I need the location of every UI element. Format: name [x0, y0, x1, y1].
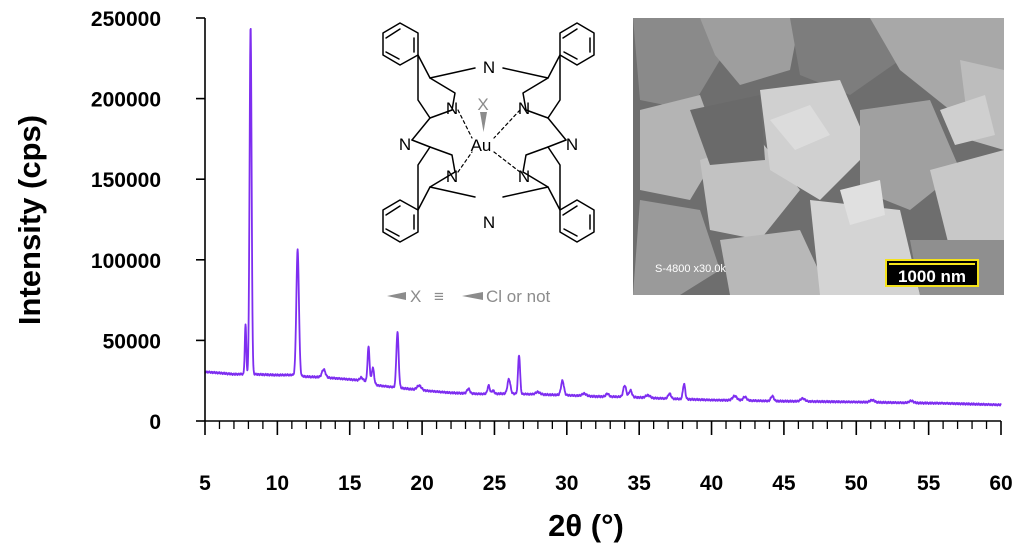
- atom-n-inner-tl: N: [446, 99, 458, 118]
- xrd-pattern-line: [204, 27, 1002, 407]
- x-tick-label: 20: [410, 472, 433, 495]
- legend-x-label: X: [410, 287, 421, 306]
- x-tick-label: 40: [700, 472, 723, 495]
- x-tick-label: 50: [845, 472, 868, 495]
- legend-equiv-sign: ≡: [434, 287, 444, 306]
- legend-wedge-left: [387, 292, 406, 300]
- x-tick-label: 45: [772, 472, 796, 495]
- atom-n-inner-tr: N: [518, 99, 530, 118]
- sem-scale-bar-label: 1000 nm: [898, 267, 966, 286]
- x-tick-label: 60: [989, 472, 1012, 495]
- x-axis-ticks: 5 10 15 20 25 30 35 40 45 50 55 60: [199, 421, 1013, 495]
- x-tick-label: 25: [483, 472, 507, 495]
- atom-n-top: N: [483, 58, 495, 77]
- legend-text: Cl or not: [486, 287, 551, 306]
- coordination-bonds: [457, 109, 521, 173]
- plot-area: [204, 27, 1002, 407]
- y-tick-label: 0: [149, 411, 161, 434]
- legend-wedge-right: [462, 292, 483, 300]
- y-tick-label: 150000: [91, 169, 161, 192]
- y-tick-label: 100000: [91, 250, 161, 273]
- y-tick-label: 50000: [103, 330, 161, 353]
- y-tick-label: 250000: [91, 8, 161, 31]
- x-tick-label: 15: [338, 472, 362, 495]
- x-tick-label: 55: [917, 472, 941, 495]
- molecular-structure-inset: [382, 22, 595, 243]
- benzene-ring-bottom-left: [382, 199, 419, 243]
- benzene-ring-bottom-right: [559, 199, 595, 243]
- y-tick-label: 200000: [91, 89, 161, 112]
- axes: 5 10 15 20 25 30 35 40 45 50 55 60 0 50000 100000 1500…: [91, 8, 1013, 495]
- axial-ligand-legend: X ≡ Cl or not: [387, 287, 551, 306]
- atom-x: X: [477, 95, 488, 114]
- benzene-ring-top-left: [382, 22, 419, 66]
- pyrrole-rings: [411, 54, 567, 211]
- x-tick-label: 35: [628, 472, 652, 495]
- x-tick-label: 10: [266, 472, 289, 495]
- atom-n-right: N: [566, 135, 578, 154]
- y-axis-ticks: 0 50000 100000 150000 200000 250000: [91, 8, 205, 434]
- structure-labels: N N N N N N N N Au X: [399, 58, 578, 232]
- axial-wedge-bond: [480, 112, 487, 132]
- atom-n-inner-br: N: [518, 167, 530, 186]
- sem-particles: [633, 18, 1004, 295]
- x-axis-label: 2θ (°): [548, 508, 624, 543]
- atom-n-left: N: [399, 135, 411, 154]
- atom-n-bottom: N: [483, 213, 495, 232]
- atom-au: Au: [471, 136, 492, 155]
- atom-n-inner-bl: N: [446, 167, 458, 186]
- benzene-ring-top-right: [559, 22, 595, 66]
- sem-instrument-label: S-4800 x30.0k: [655, 263, 726, 275]
- x-tick-label: 5: [199, 472, 211, 495]
- sem-image-inset: S-4800 x30.0k 1000 nm: [633, 18, 1004, 295]
- y-axis-label: Intensity (cps): [12, 115, 47, 325]
- x-tick-label: 30: [555, 472, 578, 495]
